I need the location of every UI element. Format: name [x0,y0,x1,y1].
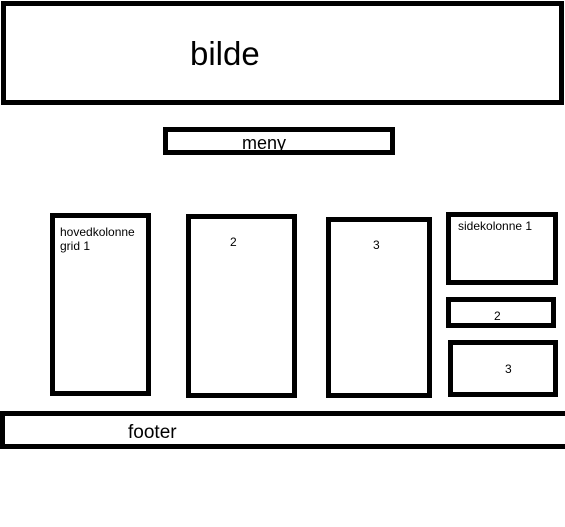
footer-label: footer [128,422,177,443]
side-column-box-3: 3 [448,340,558,397]
main-column-grid-1-label: hovedkolonne grid 1 [60,225,135,253]
main-column-grid-2-label: 2 [230,235,237,249]
side-column-box-2: 2 [446,297,556,328]
main-column-grid-3: 3 [326,217,432,398]
header-image-label: bilde [190,35,260,72]
main-column-grid-3-label: 3 [373,238,380,252]
header-image-box: bilde [1,1,564,105]
main-column-grid-2: 2 [186,214,297,398]
footer-box: footer [0,411,565,449]
menu-box: meny [163,127,395,155]
side-column-box-3-label: 3 [505,362,512,376]
side-column-box-1-label: sidekolonne 1 [458,219,533,233]
main-column-grid-1: hovedkolonne grid 1 [50,213,151,396]
side-column-box-2-label: 2 [494,309,501,323]
menu-label: meny [242,133,287,153]
side-column-box-1: sidekolonne 1 [446,212,558,285]
